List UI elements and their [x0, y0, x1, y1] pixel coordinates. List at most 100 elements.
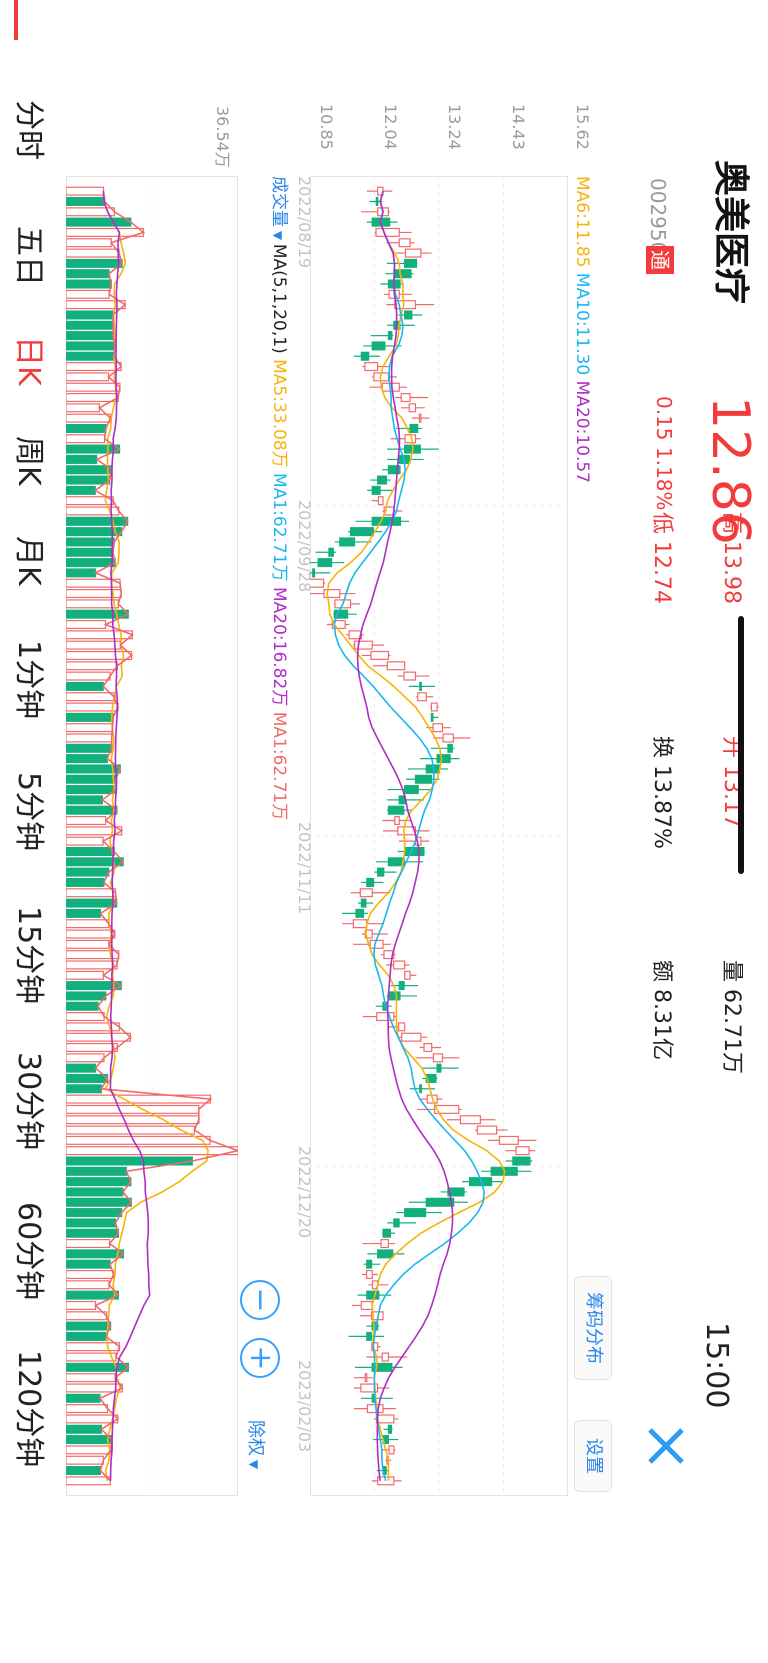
- candle-body: [397, 1022, 406, 1032]
- candle-body: [310, 578, 325, 588]
- volume-bar: [66, 681, 104, 691]
- volume-bar: [66, 279, 112, 289]
- low-field: 低 12.74: [649, 512, 674, 604]
- volume-bar: [66, 970, 105, 980]
- settings-button[interactable]: 设置: [574, 1420, 612, 1492]
- volume-bar: [66, 372, 110, 382]
- volume-bar: [66, 1383, 123, 1393]
- tab-2[interactable]: 日K: [11, 336, 46, 386]
- candle-body: [398, 238, 411, 248]
- tab-8[interactable]: 30分钟: [11, 1052, 46, 1151]
- volume-chart[interactable]: [66, 176, 238, 1496]
- tab-3[interactable]: 周K: [11, 436, 46, 486]
- volume-bar: [66, 754, 108, 764]
- ma10-line: [333, 190, 486, 1482]
- volume-bar: [66, 929, 116, 939]
- candle-body: [434, 1104, 460, 1114]
- chip-distribution-button[interactable]: 筹码分布: [574, 1276, 612, 1380]
- volume-bar: [66, 619, 107, 630]
- volume-bar: [66, 516, 129, 526]
- tab-1[interactable]: 五日: [11, 226, 46, 286]
- volume-bar: [66, 1424, 102, 1434]
- candle-body: [360, 351, 370, 361]
- volume-params: MA(5,1,20,1): [269, 243, 289, 354]
- volume-bar: [66, 475, 111, 485]
- volume-bar: [66, 403, 100, 413]
- candle-body: [393, 269, 412, 279]
- candle-body: [371, 485, 381, 495]
- volume-bar: [66, 1135, 211, 1145]
- volume-bar: [66, 630, 133, 640]
- stock-code: 002950: [646, 178, 670, 255]
- y-tick-label: 15.62: [573, 104, 592, 150]
- candle-body: [447, 1187, 465, 1197]
- candle-body: [403, 671, 417, 681]
- volume-bar: [66, 1115, 200, 1125]
- volume-bar: [66, 733, 113, 743]
- tab-9[interactable]: 60分钟: [11, 1202, 46, 1301]
- volume-bar: [66, 537, 115, 547]
- candle-body: [397, 826, 417, 836]
- tab-0[interactable]: 分时: [11, 100, 46, 160]
- chevron-down-icon[interactable]: ▼: [271, 227, 285, 244]
- volume-bar: [66, 661, 118, 671]
- candle-body: [408, 403, 417, 413]
- volume-bar: [66, 1466, 101, 1476]
- tab-10[interactable]: 120分钟: [11, 1350, 46, 1468]
- stock-name: 奥美医疗: [710, 160, 751, 305]
- tab-6[interactable]: 5分钟: [11, 772, 46, 852]
- volume-legend: 成交量 ▼ MA(5,1,20,1) MA5:33.08万 MA1:62.71万…: [269, 176, 294, 820]
- candle-body: [352, 919, 368, 929]
- volume-bar: [66, 1104, 200, 1114]
- close-x-icon[interactable]: [644, 1424, 688, 1468]
- candle-body: [377, 475, 388, 485]
- volume-selector[interactable]: 成交量: [269, 176, 289, 227]
- volume-bar: [66, 1269, 115, 1280]
- candle-body: [515, 1146, 530, 1156]
- candle-body: [459, 1115, 481, 1125]
- volume-bar: [66, 908, 101, 918]
- tab-7[interactable]: 15分钟: [11, 906, 46, 1005]
- volume-bar: [66, 568, 97, 578]
- candle-body: [364, 1373, 368, 1383]
- volume-bar: [66, 341, 116, 351]
- tab-5[interactable]: 1分钟: [11, 640, 46, 720]
- date-label: 2023/02/03: [295, 1360, 314, 1453]
- adjust-button[interactable]: 除权 ▼: [245, 1420, 266, 1470]
- volume-bar: [66, 1001, 99, 1011]
- candle-body: [404, 1208, 427, 1218]
- volume-bar: [66, 939, 110, 949]
- candle-body: [366, 1259, 373, 1269]
- tab-4[interactable]: 月K: [11, 536, 46, 586]
- zoom-in-button[interactable]: +: [240, 1338, 280, 1378]
- candle-body: [419, 681, 422, 691]
- candle-body: [364, 362, 379, 372]
- candle-body: [404, 258, 418, 268]
- candle-body: [425, 1197, 455, 1207]
- volume-bar: [66, 1300, 97, 1310]
- volume-bar: [66, 795, 103, 805]
- volume-bar: [66, 774, 117, 784]
- candle-body: [386, 661, 406, 671]
- volume-bar: [66, 1053, 105, 1063]
- candle-body: [387, 1424, 393, 1434]
- volume-bar: [66, 1187, 124, 1197]
- volume-bar: [66, 1032, 131, 1042]
- candlestick-chart[interactable]: [310, 176, 568, 1496]
- volume-bar: [66, 867, 110, 877]
- volume-bar: [66, 527, 123, 537]
- volume-bar: [66, 186, 105, 196]
- volume-bar: [66, 1259, 111, 1269]
- chevron-down-icon: ▼: [247, 1456, 261, 1470]
- volume-bar: [66, 1362, 129, 1372]
- candle-body: [377, 867, 385, 877]
- zoom-out-button[interactable]: −: [240, 1280, 280, 1320]
- volume-field: 量 62.71万: [719, 960, 744, 1074]
- volume-bar: [66, 227, 145, 237]
- candle-body: [371, 341, 386, 351]
- volume-bar: [66, 1352, 117, 1362]
- volume-bar: [66, 712, 114, 722]
- candle-body: [381, 1352, 390, 1362]
- volume-bar: [66, 1177, 132, 1187]
